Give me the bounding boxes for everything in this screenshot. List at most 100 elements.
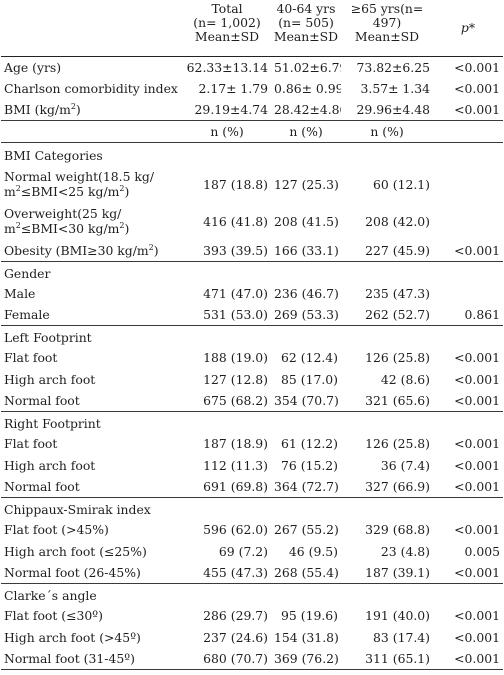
cell-p: <0.001 bbox=[454, 371, 500, 387]
table-row: Male 471 (47.0) 236 (46.7) 235 (47.3) bbox=[1, 283, 503, 305]
table-row: BMI (kg/m2) 29.19±4.74 28.42±4.86 29.96±… bbox=[1, 99, 503, 121]
table-row: Charlson comorbidity index 2.17± 1.79 0.… bbox=[1, 78, 503, 100]
cell-group1: 85 (17.0) bbox=[281, 371, 338, 387]
table-row: Flat foot (>45%) 596 (62.0) 267 (55.2) 3… bbox=[1, 519, 503, 541]
header-p-value: p* bbox=[460, 20, 476, 36]
cell-group1: 166 (33.1) bbox=[271, 239, 341, 262]
cell-p: <0.001 bbox=[433, 239, 503, 262]
cell-p: <0.001 bbox=[433, 99, 503, 121]
cell-group2: 187 (39.1) bbox=[341, 562, 433, 584]
section-title-row: Chippaux-Smirak index bbox=[1, 498, 503, 520]
table-row: Normal foot 691 (69.8) 364 (72.7) 327 (6… bbox=[1, 476, 503, 498]
cell-p: 0.861 bbox=[433, 304, 503, 326]
table-row: Normal foot (31-45º) 680 (70.7) 369 (76.… bbox=[1, 648, 503, 670]
cell-p bbox=[433, 203, 503, 240]
cell-total: 69 (7.2) bbox=[218, 543, 268, 559]
row-label: Normal foot (31-45º) bbox=[1, 648, 183, 670]
section-title-clarke: Clarke´s angle bbox=[4, 588, 97, 603]
cell-p: <0.001 bbox=[433, 562, 503, 584]
row-label: Flat foot (≤30º) bbox=[4, 608, 103, 624]
table-row: High arch foot 127 (12.8) 85 (17.0) 42 (… bbox=[1, 369, 503, 391]
header-group2-line2: 497) bbox=[372, 15, 402, 30]
cell-group2: 73.82±6.25 bbox=[341, 55, 433, 78]
row-label: Age (yrs) bbox=[1, 55, 183, 78]
header-group2-line3: Mean±SD bbox=[354, 29, 420, 44]
cell-group1: 127 (25.3) bbox=[274, 176, 339, 192]
row-label: Obesity (BMI≥30 kg/m2) bbox=[1, 239, 183, 262]
cell-group1: 354 (70.7) bbox=[271, 390, 341, 412]
cell-total: 62.33±13.14 bbox=[183, 55, 271, 78]
cell-group1: 62 (12.4) bbox=[281, 350, 338, 366]
row-label: Flat foot bbox=[4, 350, 58, 366]
header-blank bbox=[1, 0, 183, 56]
table-row: Age (yrs) 62.33±13.14 51.02±6.79 73.82±6… bbox=[1, 55, 503, 78]
cell-group1: 76 (15.2) bbox=[281, 457, 338, 473]
row-label: Male bbox=[4, 285, 36, 301]
cell-group1: 208 (41.5) bbox=[274, 213, 339, 229]
cell-group1: 0.86± 0.99 bbox=[274, 80, 341, 96]
table-row: Overweight(25 kg/m2≤BMI<30 kg/m2) 416 (4… bbox=[1, 203, 503, 240]
cell-p: <0.001 bbox=[454, 608, 500, 624]
cell-total: 127 (12.8) bbox=[203, 371, 268, 387]
cell-group1: 369 (76.2) bbox=[271, 648, 341, 670]
cell-group1: 269 (53.3) bbox=[271, 304, 341, 326]
cell-group1: 51.02±6.79 bbox=[271, 55, 341, 78]
cell-group2: 126 (25.8) bbox=[365, 436, 430, 452]
table-row: Normal foot (26-45%) 455 (47.3) 268 (55.… bbox=[1, 562, 503, 584]
table-row: Flat foot (≤30º) 286 (29.7) 95 (19.6) 19… bbox=[1, 605, 503, 627]
cell-group1: 95 (19.6) bbox=[281, 608, 338, 624]
cell-group1: 28.42±4.86 bbox=[271, 99, 341, 121]
cell-p: <0.001 bbox=[433, 476, 503, 498]
cell-group2: 23 (4.8) bbox=[380, 543, 430, 559]
cell-p: <0.001 bbox=[433, 55, 503, 78]
row-label: High arch foot bbox=[4, 371, 96, 387]
cell-total: 188 (19.0) bbox=[203, 350, 268, 366]
table-row: Normal foot 675 (68.2) 354 (70.7) 321 (6… bbox=[1, 390, 503, 412]
cell-p: <0.001 bbox=[454, 350, 500, 366]
row-label: Normal foot bbox=[1, 476, 183, 498]
cell-total: 237 (24.6) bbox=[203, 629, 268, 645]
cell-p: 0.005 bbox=[464, 543, 500, 559]
cell-p: <0.001 bbox=[454, 522, 500, 538]
cell-total: 2.17± 1.79 bbox=[198, 80, 269, 96]
table-row: High arch foot (>45º) 237 (24.6) 154 (31… bbox=[1, 627, 503, 649]
cell-p: <0.001 bbox=[454, 457, 500, 473]
cell-p: <0.001 bbox=[433, 648, 503, 670]
row-label: Normal weight(18.5 kg/m2≤BMI<25 kg/m2) bbox=[4, 169, 155, 199]
cell-group1: 46 (9.5) bbox=[288, 543, 338, 559]
header-group2-line1: ≥65 yrs(n= bbox=[350, 1, 424, 16]
cell-group1: 267 (55.2) bbox=[274, 522, 339, 538]
table-row: Flat foot 188 (19.0) 62 (12.4) 126 (25.8… bbox=[1, 347, 503, 369]
cell-total: 680 (70.7) bbox=[183, 648, 271, 670]
cell-group2: 321 (65.6) bbox=[341, 390, 433, 412]
table-row: High arch foot (≤25%) 69 (7.2) 46 (9.5) … bbox=[1, 541, 503, 563]
cell-group2: 60 (12.1) bbox=[373, 176, 430, 192]
header-group1: 40-64 yrs (n= 505) Mean±SD bbox=[271, 0, 341, 56]
cell-total: 187 (18.8) bbox=[203, 176, 268, 192]
table-row: High arch foot 112 (11.3) 76 (15.2) 36 (… bbox=[1, 455, 503, 477]
cell-group1: 268 (55.4) bbox=[271, 562, 341, 584]
cell-group2: 311 (65.1) bbox=[341, 648, 433, 670]
header-group1-line1: 40-64 yrs bbox=[276, 1, 336, 16]
cell-p: <0.001 bbox=[454, 436, 500, 452]
cell-group2: 208 (42.0) bbox=[365, 213, 430, 229]
section-title-gender: Gender bbox=[4, 265, 51, 281]
cell-group2: 235 (47.3) bbox=[365, 285, 430, 301]
cell-p bbox=[433, 283, 503, 305]
row-label: Female bbox=[1, 304, 183, 326]
cell-group1: 61 (12.2) bbox=[281, 436, 338, 452]
cell-total: 416 (41.8) bbox=[203, 213, 268, 229]
cell-p bbox=[433, 166, 503, 203]
cell-total: 29.19±4.74 bbox=[183, 99, 271, 121]
cell-group1: 364 (72.7) bbox=[271, 476, 341, 498]
row-label: BMI (kg/m2) bbox=[1, 99, 183, 121]
cell-total: 393 (39.5) bbox=[183, 239, 271, 262]
row-label: High arch foot bbox=[4, 457, 96, 473]
table-header-row: Total (n= 1,002) Mean±SD 40-64 yrs (n= 5… bbox=[1, 0, 503, 56]
row-label: Normal foot bbox=[1, 390, 183, 412]
subheader-row: n (%) n (%) n (%) bbox=[1, 121, 503, 143]
section-title-left-footprint: Left Footprint bbox=[4, 330, 92, 345]
row-label: High arch foot (≤25%) bbox=[4, 543, 147, 559]
cell-total: 187 (18.9) bbox=[203, 436, 268, 452]
